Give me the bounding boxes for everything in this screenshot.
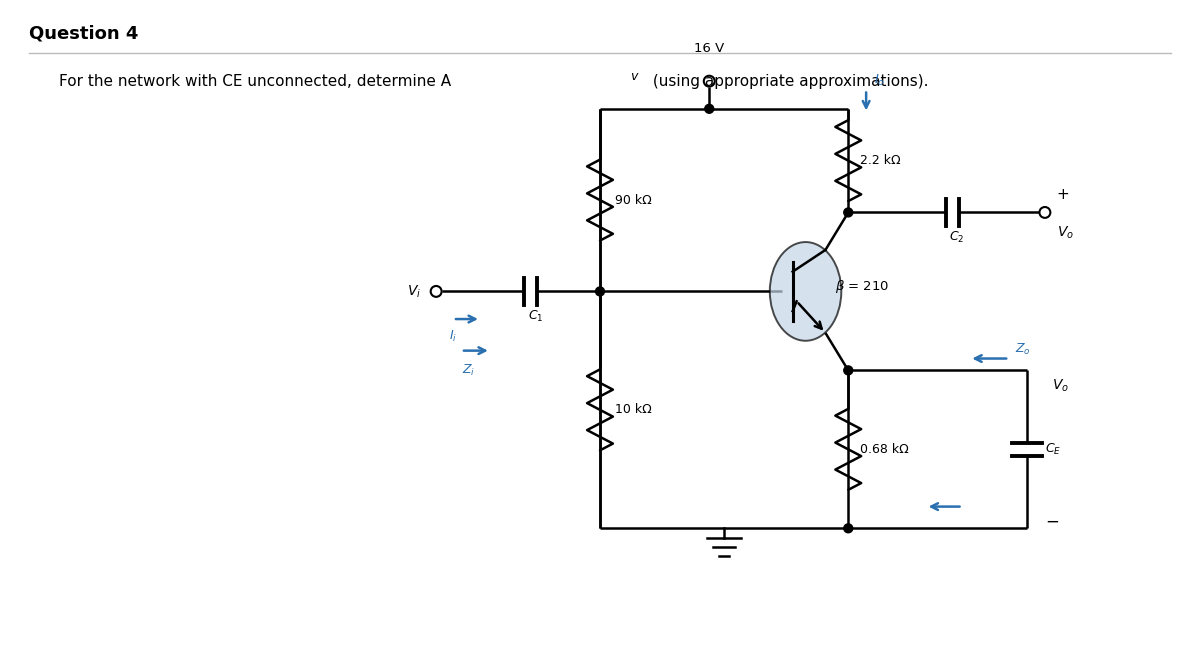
Text: $V_o$: $V_o$ xyxy=(1052,378,1069,394)
Text: +: + xyxy=(1057,187,1069,202)
Text: $C_1$: $C_1$ xyxy=(528,309,544,324)
Text: $V_i$: $V_i$ xyxy=(407,283,421,300)
Text: $-$: $-$ xyxy=(1045,512,1058,530)
Circle shape xyxy=(704,105,714,113)
Text: For the network with CE unconnected, determine A: For the network with CE unconnected, det… xyxy=(59,74,451,89)
Text: $C_E$: $C_E$ xyxy=(1045,442,1061,457)
Circle shape xyxy=(844,366,853,375)
Text: (using appropriate approximations).: (using appropriate approximations). xyxy=(648,74,928,89)
Circle shape xyxy=(595,287,605,296)
Text: $I_i$: $I_i$ xyxy=(449,329,457,344)
Text: 0.68 kΩ: 0.68 kΩ xyxy=(860,443,908,456)
Text: 10 kΩ: 10 kΩ xyxy=(614,403,652,417)
Text: $Z_o$: $Z_o$ xyxy=(1015,342,1031,357)
Text: $C_2$: $C_2$ xyxy=(949,230,964,245)
Circle shape xyxy=(844,208,853,217)
Text: $I_o$: $I_o$ xyxy=(874,72,886,88)
Text: Question 4: Question 4 xyxy=(29,25,138,43)
Text: $Z_i$: $Z_i$ xyxy=(462,362,475,377)
Text: 90 kΩ: 90 kΩ xyxy=(614,194,652,207)
Circle shape xyxy=(844,524,853,533)
Text: 16 V: 16 V xyxy=(694,43,725,56)
Text: v: v xyxy=(630,70,637,83)
Text: $V_o$: $V_o$ xyxy=(1057,224,1074,241)
Ellipse shape xyxy=(770,242,841,341)
Text: 2.2 kΩ: 2.2 kΩ xyxy=(860,154,901,167)
Text: $\beta$ = 210: $\beta$ = 210 xyxy=(835,278,889,295)
